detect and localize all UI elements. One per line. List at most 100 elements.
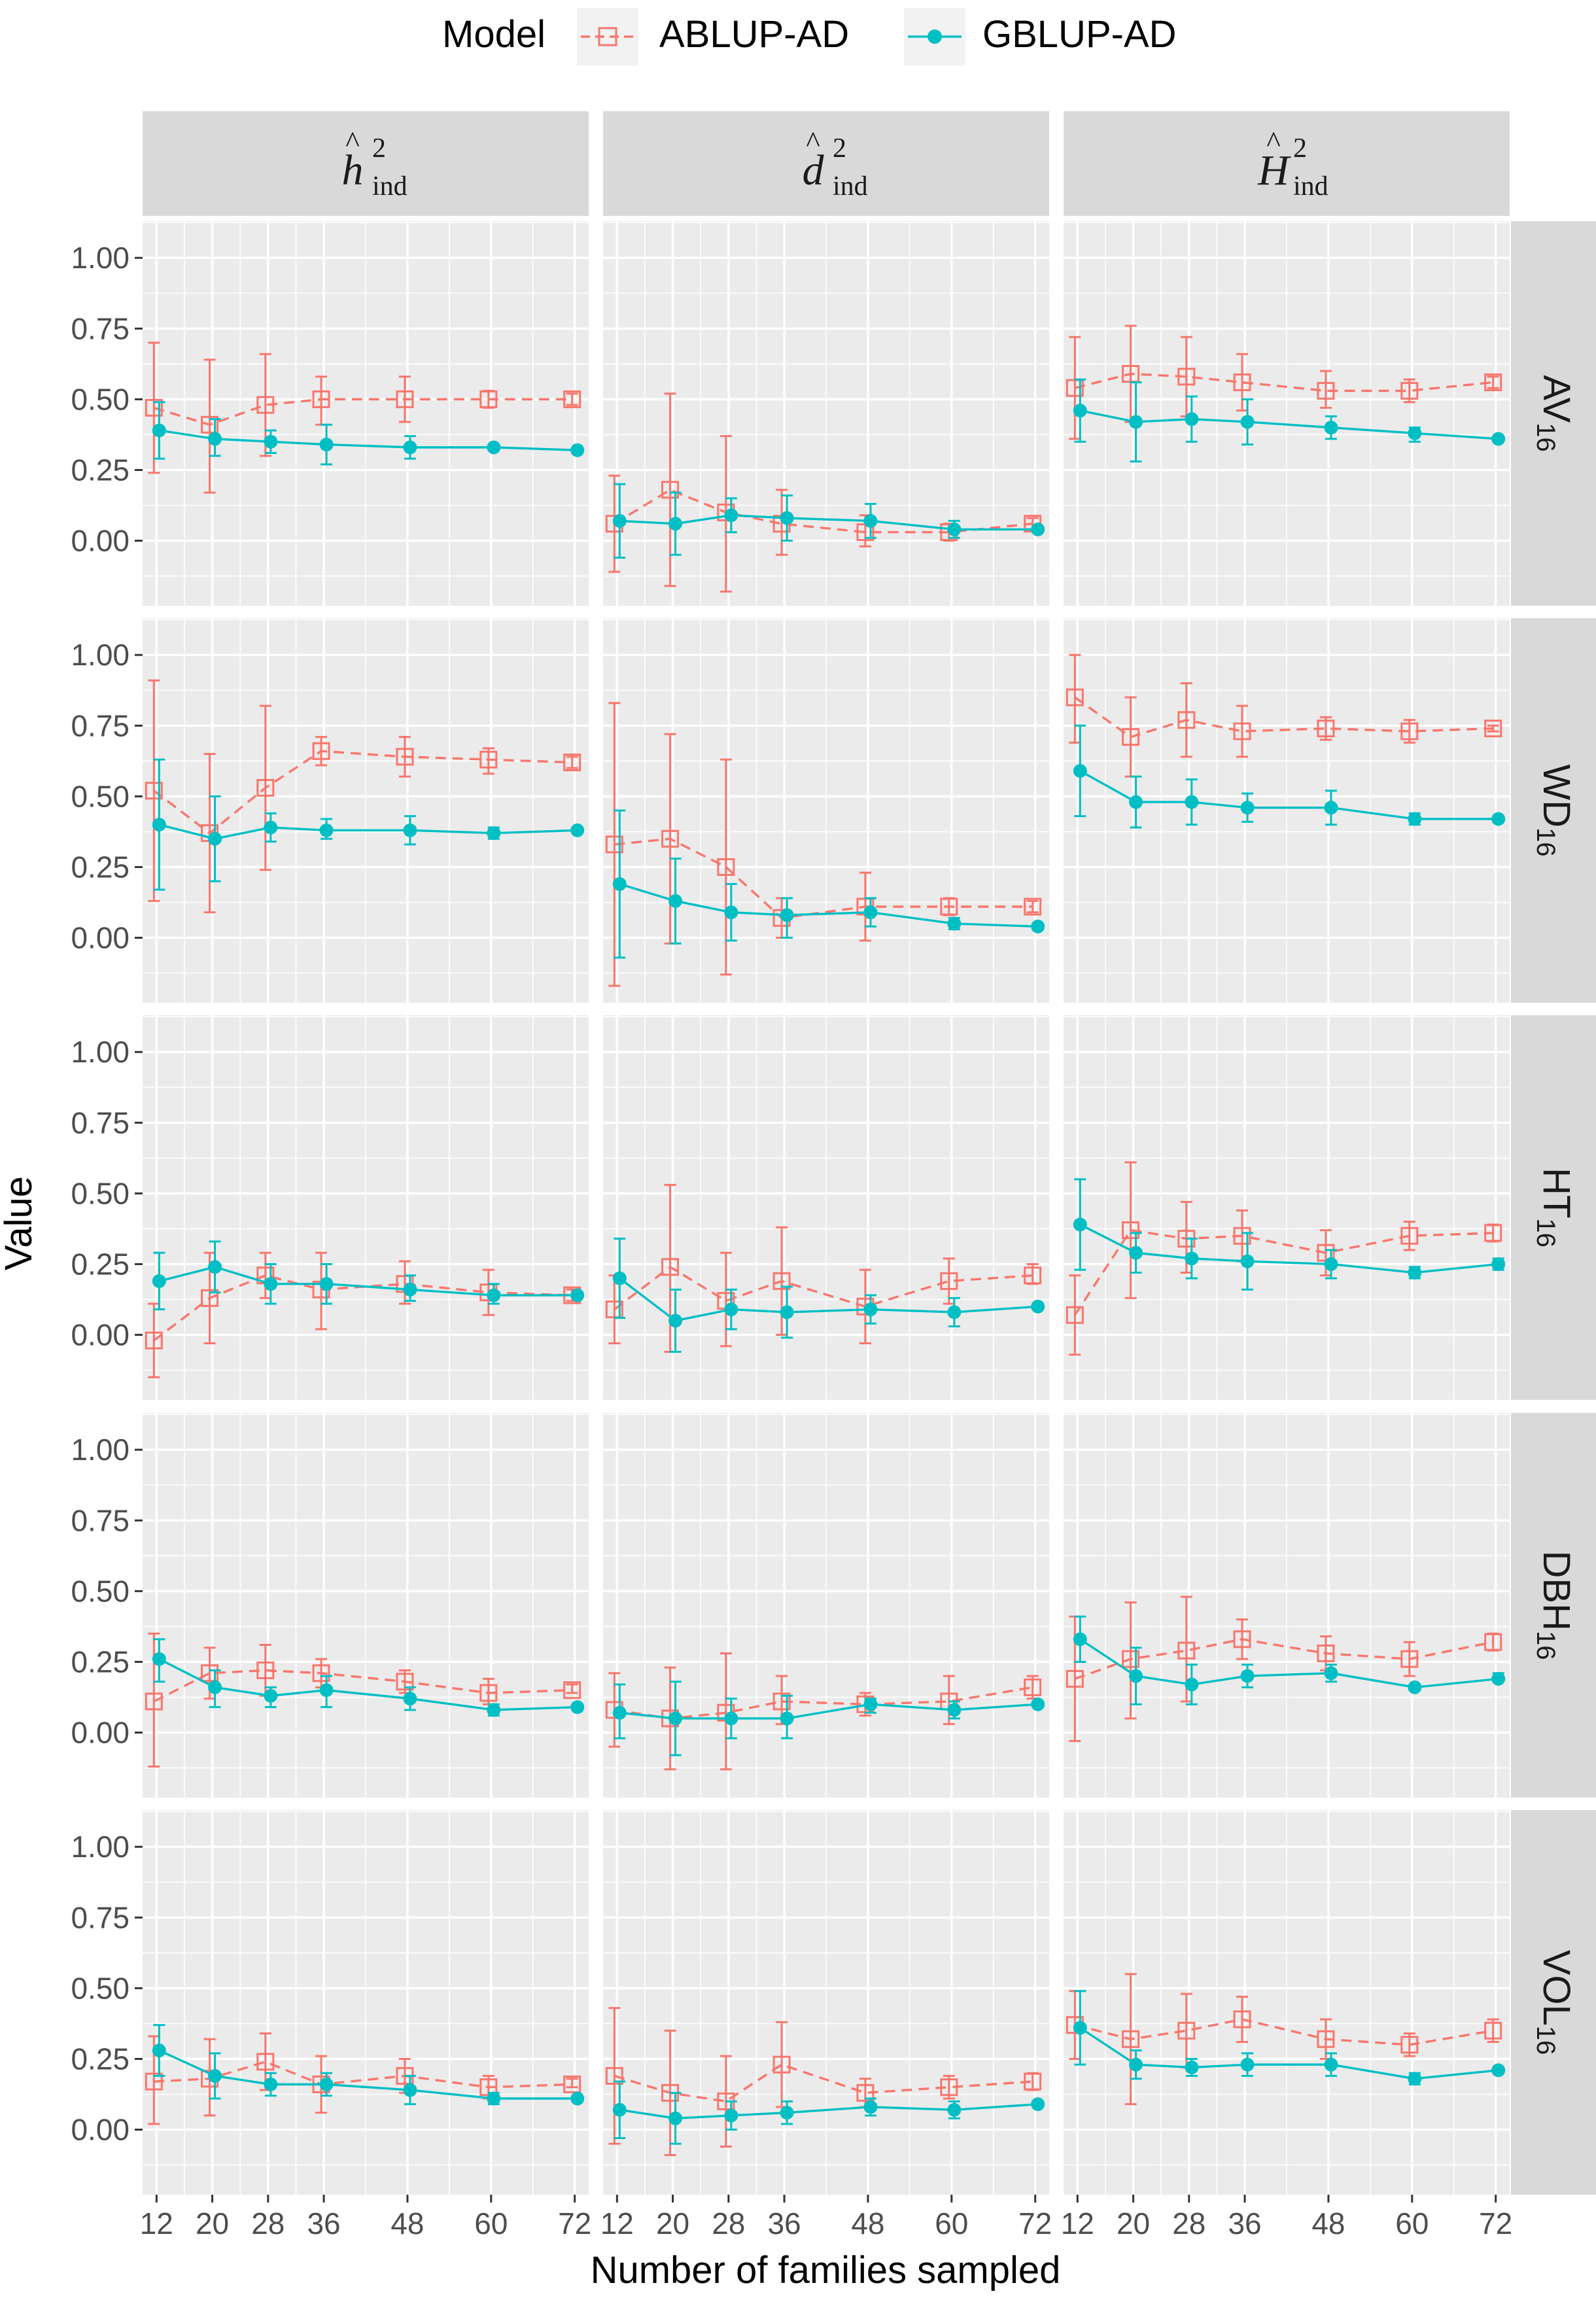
data-point-gblupad <box>1073 2021 1087 2035</box>
data-point-ablupad <box>1122 728 1140 746</box>
row-strip-main: DBH <box>1535 1551 1578 1631</box>
data-point-gblupad <box>1491 1671 1506 1686</box>
data-point-gblupad <box>1324 421 1338 435</box>
data-point-ablupad <box>479 1684 498 1702</box>
legend-label-gblup: GBLUP-AD <box>982 13 1177 56</box>
y-tick-label: 0.00 <box>71 1318 130 1352</box>
column-strip-bg <box>143 111 589 216</box>
x-tick-label: 72 <box>558 2206 591 2240</box>
data-point-gblupad <box>1031 919 1045 933</box>
data-point-ablupad <box>717 858 735 876</box>
data-point-gblupad <box>487 440 501 455</box>
data-point-gblupad <box>863 2100 878 2114</box>
row-strip-label: HT16 <box>1531 1168 1577 1247</box>
data-point-ablupad <box>1400 722 1419 741</box>
data-point-gblupad <box>570 443 585 457</box>
data-point-ablupad <box>1233 2010 1251 2029</box>
y-tick-label: 0.75 <box>71 1503 130 1537</box>
data-point-gblupad <box>570 1700 585 1715</box>
y-tick-label: 1.00 <box>71 241 130 275</box>
x-tick-label: 72 <box>1018 2206 1052 2240</box>
row-strip-subscript: 16 <box>1531 423 1560 452</box>
data-point-ablupad <box>1317 1645 1335 1662</box>
data-point-gblupad <box>403 440 417 455</box>
data-point-ablupad <box>563 2075 581 2093</box>
data-point-ablupad <box>1233 1630 1251 1648</box>
data-point-gblupad <box>1185 2060 1199 2074</box>
x-tick-label: 20 <box>656 2206 689 2240</box>
y-tick-label: 0.00 <box>71 921 130 955</box>
data-point-gblupad <box>208 831 222 846</box>
x-tick-label: 60 <box>474 2206 508 2240</box>
y-tick-label: 0.50 <box>71 382 130 416</box>
data-point-gblupad <box>487 826 501 841</box>
data-point-ablupad <box>1024 897 1042 916</box>
row-strip-bg <box>1511 618 1596 1003</box>
data-point-gblupad <box>780 511 794 525</box>
data-point-gblupad <box>947 1703 962 1717</box>
y-tick-label: 0.25 <box>71 850 130 884</box>
data-point-gblupad <box>264 434 278 449</box>
y-tick-label: 0.50 <box>71 1176 130 1210</box>
data-point-ablupad <box>396 1673 414 1691</box>
data-point-gblupad <box>1185 412 1199 427</box>
data-point-gblupad <box>1185 1677 1199 1692</box>
data-point-gblupad <box>487 1288 501 1302</box>
legend-label-ablup: ABLUP-AD <box>659 13 849 56</box>
row-strip-bg <box>1511 1015 1596 1400</box>
panel-r1-c2 <box>1064 618 1510 1003</box>
data-point-ablupad <box>396 390 414 408</box>
column-strip-hat: ^ <box>345 125 360 158</box>
data-point-gblupad <box>208 432 222 446</box>
data-point-gblupad <box>1324 1666 1338 1681</box>
data-point-gblupad <box>947 2102 962 2117</box>
data-point-gblupad <box>403 823 417 837</box>
data-point-ablupad <box>1122 1221 1140 1240</box>
data-point-gblupad <box>612 2102 627 2117</box>
data-point-gblupad <box>1129 2057 1143 2072</box>
data-point-ablupad <box>1400 1650 1419 1668</box>
data-point-ablupad <box>1400 381 1419 400</box>
data-point-ablupad <box>563 390 581 408</box>
y-tick-label: 0.25 <box>71 1645 130 1679</box>
data-point-gblupad <box>863 514 878 528</box>
row-strip-subscript: 16 <box>1531 828 1560 857</box>
x-tick-label: 20 <box>196 2206 229 2240</box>
data-point-gblupad <box>1185 795 1199 809</box>
data-point-ablupad <box>201 1664 219 1682</box>
y-tick-label: 0.50 <box>71 779 130 813</box>
column-strip-symbol: d <box>803 147 825 194</box>
data-point-gblupad <box>152 1652 166 1666</box>
data-point-ablupad <box>856 2083 875 2102</box>
data-point-gblupad <box>1240 1254 1255 1268</box>
data-point-ablupad <box>1484 2021 1502 2040</box>
column-strip-superscript: 2 <box>1293 133 1307 164</box>
data-point-ablupad <box>1484 1224 1502 1242</box>
y-tick-label: 1.00 <box>71 1830 130 1864</box>
panel-r1-c0 <box>143 618 589 1003</box>
data-point-gblupad <box>152 423 166 438</box>
x-tick-label: 36 <box>767 2206 801 2240</box>
data-point-ablupad <box>940 897 958 916</box>
x-tick-label: 12 <box>1061 2206 1094 2240</box>
x-tick-label: 72 <box>1479 2206 1512 2240</box>
panel-r2-c2 <box>1064 1015 1510 1400</box>
data-point-gblupad <box>668 1711 683 1726</box>
data-point-gblupad <box>780 2106 794 2120</box>
x-tick-label: 28 <box>251 2206 285 2240</box>
data-point-gblupad <box>1324 2057 1338 2072</box>
column-strip-symbol: h <box>342 147 364 194</box>
y-tick-label: 0.00 <box>71 2113 130 2147</box>
panel-r0-c0 <box>143 221 589 606</box>
data-point-gblupad <box>724 1302 738 1317</box>
data-point-gblupad <box>724 2108 738 2123</box>
data-point-ablupad <box>1066 1306 1084 1324</box>
data-point-ablupad <box>256 1661 275 1679</box>
panel-r2-c1 <box>603 1015 1049 1400</box>
data-point-gblupad <box>1031 2097 1045 2112</box>
data-point-ablupad <box>1177 1641 1196 1660</box>
data-point-ablupad <box>1400 1227 1419 1245</box>
column-strip-superscript: 2 <box>833 133 846 164</box>
panel-r4-c1 <box>603 1810 1049 2195</box>
